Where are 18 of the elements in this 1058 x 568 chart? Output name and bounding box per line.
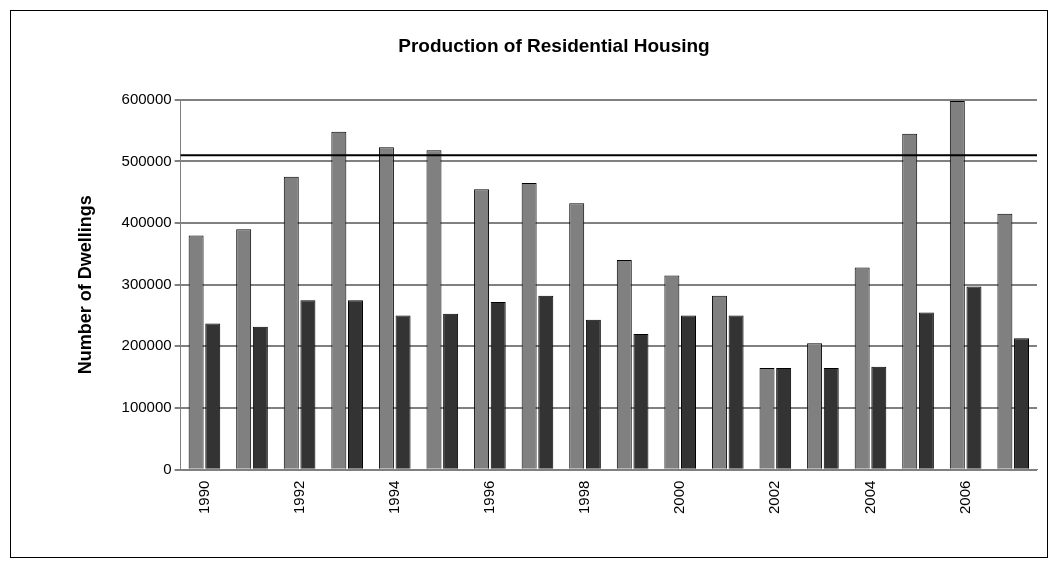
x-tick-label: 1994 bbox=[384, 480, 402, 515]
x-tick-label: 2002 bbox=[765, 480, 783, 515]
y-tick-label: 100000 bbox=[121, 398, 172, 416]
y-tick-label: 200000 bbox=[121, 336, 172, 354]
y-tick-label: 600000 bbox=[121, 89, 172, 107]
chart-title: Production of Residential Housing bbox=[398, 34, 710, 56]
x-tick-label: 1990 bbox=[194, 480, 212, 515]
x-tick-label: 1998 bbox=[575, 480, 593, 515]
y-tick-label: 500000 bbox=[121, 151, 172, 169]
y-tick-label: 400000 bbox=[121, 213, 172, 231]
x-tick-label: 2004 bbox=[860, 480, 878, 515]
y-tick-label: 300000 bbox=[121, 274, 172, 292]
x-tick-label: 1992 bbox=[289, 480, 307, 515]
y-tick-label: 0 bbox=[163, 459, 172, 477]
x-tick-label: 2006 bbox=[955, 480, 973, 515]
y-axis-title: Number of Dwellings bbox=[74, 195, 95, 375]
x-tick-label: 1996 bbox=[480, 480, 498, 515]
x-tick-label: 2000 bbox=[670, 480, 688, 515]
